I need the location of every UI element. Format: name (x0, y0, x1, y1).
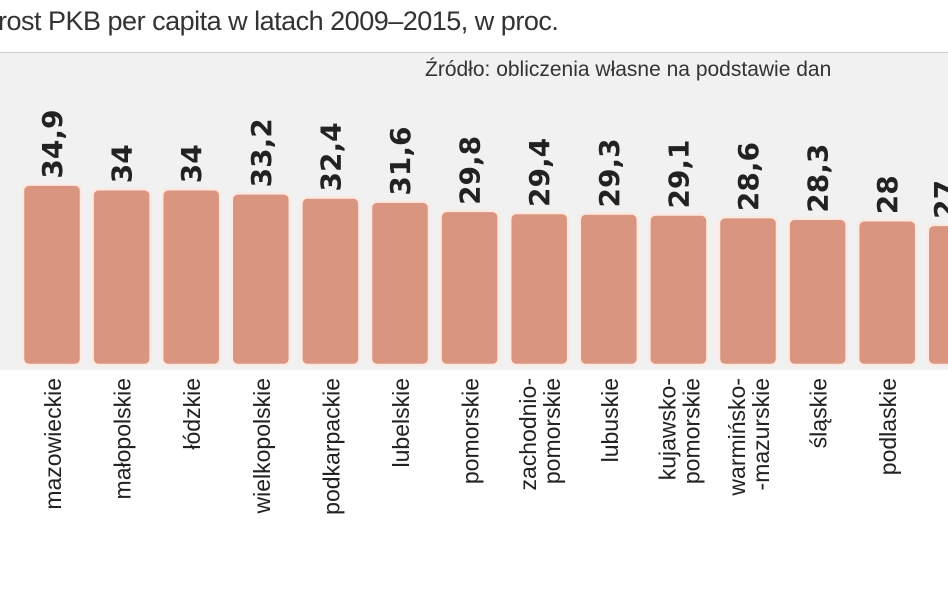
chart-source: Źródło: obliczenia własne na podstawie d… (425, 58, 832, 81)
category-label: łódzkie (179, 378, 205, 450)
bar (578, 212, 640, 367)
value-label: 27, (928, 169, 948, 219)
bar (91, 187, 152, 367)
category-label: małopolskie (110, 378, 136, 499)
bar (648, 213, 709, 367)
value-label: 28,6 (732, 142, 765, 211)
bar (230, 192, 292, 367)
category-label: pomorskie (539, 378, 565, 484)
value-label: 29,4 (523, 138, 556, 207)
category-label: kujawsko- (654, 378, 680, 480)
value-label: 28,3 (802, 144, 835, 213)
value-label: 34 (175, 144, 208, 183)
bar (508, 211, 570, 367)
category-label: warmińsko- (724, 378, 750, 497)
value-label: 34,9 (36, 109, 69, 178)
bar (300, 196, 361, 367)
category-label: pomorskie (458, 378, 484, 484)
category-label: zachodnio- (515, 378, 541, 491)
bar (21, 183, 83, 367)
category-label: mazowieckie (40, 378, 66, 510)
bar (717, 215, 779, 367)
category-label: podkarpackie (318, 378, 344, 515)
bar (787, 217, 848, 367)
chart-title: rost PKB per capita w latach 2009–2015, … (0, 6, 559, 36)
category-label: -mazurskie (748, 378, 774, 490)
value-label: 33,2 (245, 118, 278, 187)
value-label: 29,8 (454, 136, 487, 205)
value-label: 29,1 (662, 139, 695, 208)
category-label: podlaskie (875, 378, 901, 475)
category-label: pomorskie (678, 378, 704, 484)
value-label: 28 (871, 175, 904, 214)
value-label: 29,3 (593, 138, 626, 207)
bar (369, 200, 431, 367)
category-label: wielkopolskie (249, 378, 275, 515)
bar (856, 218, 918, 367)
bar (160, 187, 222, 367)
value-label: 34 (106, 144, 139, 183)
category-label: śląskie (806, 378, 832, 448)
value-label: 31,6 (384, 127, 417, 196)
value-label: 32,4 (314, 122, 347, 191)
bar (439, 209, 500, 367)
category-label: lubuskie (597, 378, 623, 462)
category-label: lubelskie (388, 378, 414, 468)
bar (926, 223, 948, 367)
